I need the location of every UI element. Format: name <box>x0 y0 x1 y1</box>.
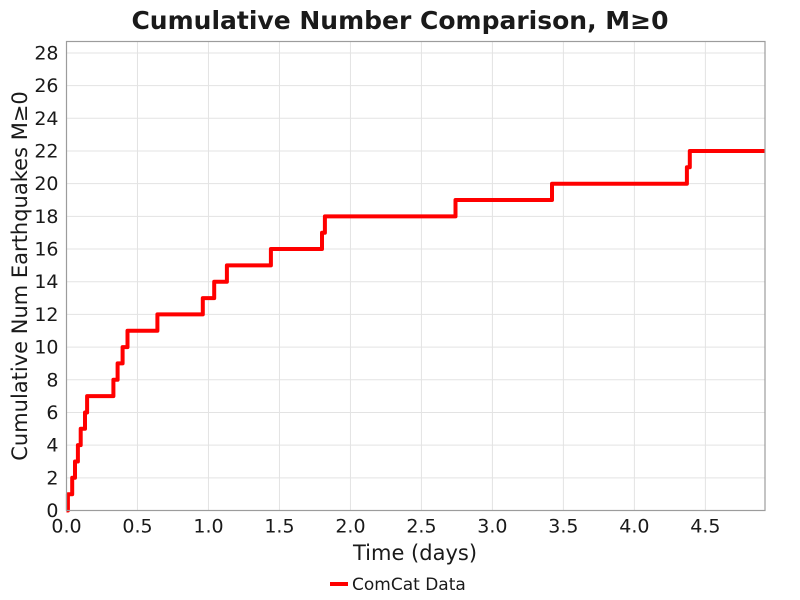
x-tick-label: 3.5 <box>548 516 578 538</box>
x-axis-label: Time (days) <box>352 541 477 565</box>
y-tick-label: 8 <box>46 369 58 391</box>
x-tick-label: 2.0 <box>335 516 365 538</box>
x-tick-label: 3.0 <box>477 516 507 538</box>
plot-border <box>65 40 766 512</box>
grid <box>66 41 765 511</box>
y-tick-label: 28 <box>34 42 58 64</box>
y-tick-label: 2 <box>46 467 58 489</box>
x-tick-label: 4.5 <box>690 516 720 538</box>
legend-comcat-label: ComCat Data <box>352 575 466 595</box>
y-tick-label: 24 <box>34 108 58 130</box>
x-tick-labels: 0.0 0.5 1.0 1.5 2.0 2.5 3.0 3.5 4.0 4.5 <box>51 516 720 538</box>
y-tick-label: 16 <box>34 239 58 261</box>
y-tick-label: 22 <box>34 140 58 162</box>
x-tick-label: 1.0 <box>193 516 223 538</box>
y-tick-label: 12 <box>34 304 58 326</box>
y-axis-label: Cumulative Num Earthquakes M≥0 <box>8 91 32 461</box>
y-tick-label: 4 <box>46 435 58 457</box>
y-tick-label: 6 <box>46 402 58 424</box>
x-tick-label: 0.0 <box>51 516 81 538</box>
y-tick-label: 0 <box>46 500 58 522</box>
chart-title: Cumulative Number Comparison, M≥0 <box>131 6 668 35</box>
x-tick-label: 0.5 <box>122 516 152 538</box>
x-tick-label: 4.0 <box>619 516 649 538</box>
y-tick-label: 26 <box>34 75 58 97</box>
y-tick-label: 10 <box>34 337 58 359</box>
x-tick-label: 2.5 <box>406 516 436 538</box>
x-tick-label: 1.5 <box>264 516 294 538</box>
legend: ComCat Data <box>330 575 466 595</box>
data-line-comcat <box>65 149 765 513</box>
y-tick-label: 18 <box>34 206 58 228</box>
y-tick-label: 20 <box>34 173 58 195</box>
y-tick-label: 14 <box>34 271 58 293</box>
